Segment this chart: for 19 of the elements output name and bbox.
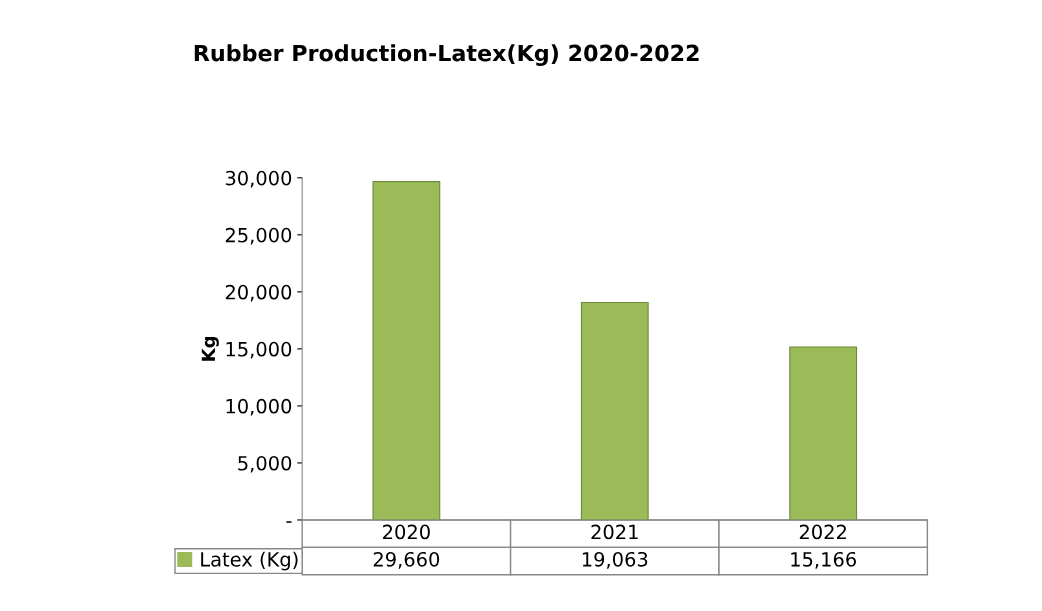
bar: [580, 301, 649, 520]
chart-title: Rubber Production-Latex(Kg) 2020-2022: [194, 44, 699, 66]
bar: [789, 346, 858, 520]
bar: [372, 181, 441, 520]
x-tick-label: 2022: [799, 524, 846, 540]
x-tick-label: 2021: [591, 524, 638, 540]
data-label: 19,063: [582, 551, 648, 569]
y-tick-label: -: [286, 521, 292, 523]
y-tick-label: 20,000: [225, 284, 292, 302]
legend-label: Latex (Kg): [201, 551, 298, 571]
data-label: 29,660: [373, 551, 440, 569]
y-axis-title: Kg: [201, 336, 219, 361]
y-tick-label: 15,000: [226, 341, 292, 359]
y-tick-label: 10,000: [226, 398, 292, 416]
y-tick-label: 25,000: [225, 227, 292, 245]
y-tick-label: 30,000: [225, 170, 292, 188]
y-tick-label: 5,000: [238, 455, 292, 473]
x-tick-label: 2020: [383, 524, 430, 540]
data-label: 15,166: [791, 551, 856, 569]
